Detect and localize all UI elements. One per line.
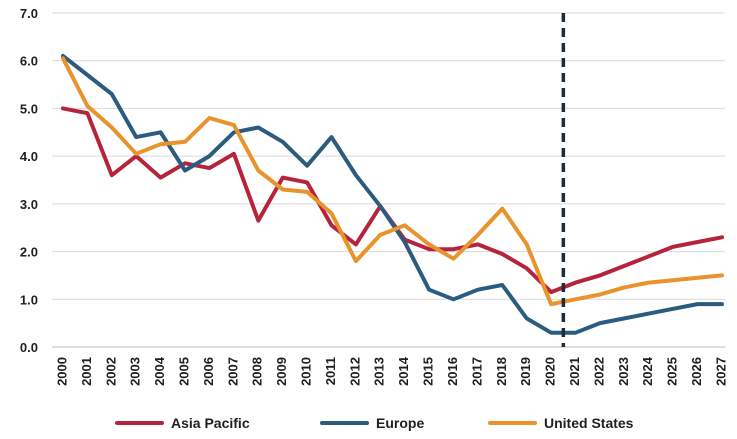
x-tick-label: 2022	[591, 357, 606, 386]
y-tick-label: 5.0	[20, 101, 38, 116]
x-tick-label: 2027	[713, 357, 728, 386]
x-tick-label: 2006	[201, 357, 216, 386]
x-tick-label: 2011	[323, 357, 338, 385]
x-tick-label: 2018	[494, 357, 509, 386]
y-tick-label: 4.0	[20, 149, 38, 164]
x-tick-label: 2023	[616, 357, 631, 386]
x-tick-label: 2015	[421, 357, 436, 386]
x-tick-label: 2020	[543, 357, 558, 386]
y-tick-label: 2.0	[20, 245, 38, 260]
series-lines	[61, 53, 724, 335]
series-line-europe	[61, 53, 724, 335]
x-tick-label: 2016	[445, 357, 460, 386]
x-tick-label: 2007	[225, 357, 240, 386]
legend-label-asia-pacific: Asia Pacific	[171, 415, 250, 431]
x-tick-label: 2004	[152, 356, 167, 386]
x-tick-label: 2026	[689, 357, 704, 386]
x-tick-label: 2005	[176, 357, 191, 386]
x-tick-label: 2012	[347, 357, 362, 386]
x-tick-label: 2002	[103, 357, 118, 386]
legend: Asia Pacific Europe United States	[115, 415, 634, 431]
x-tick-label: 2014	[396, 356, 411, 386]
x-tick-label: 2025	[665, 357, 680, 386]
x-tick-label: 2017	[469, 357, 484, 386]
x-tick-label: 2019	[518, 357, 533, 386]
y-tick-label: 0.0	[20, 340, 38, 355]
x-tick-label: 2000	[54, 357, 69, 386]
series-line-united-states	[61, 56, 724, 307]
legend-label-europe: Europe	[376, 415, 424, 431]
x-tick-label: 2009	[274, 357, 289, 386]
x-tick-label: 2003	[128, 357, 143, 386]
x-tick-label: 2024	[640, 356, 655, 386]
y-tick-label: 6.0	[20, 54, 38, 69]
x-tick-label: 2010	[299, 357, 314, 386]
y-tick-label: 7.0	[20, 6, 38, 21]
y-tick-label: 1.0	[20, 292, 38, 307]
y-axis-ticks: 0.0 1.0 2.0 3.0 4.0 5.0 6.0 7.0	[20, 6, 38, 355]
legend-label-united-states: United States	[544, 415, 634, 431]
y-tick-label: 3.0	[20, 197, 38, 212]
gridlines	[52, 12, 725, 300]
x-tick-label: 2021	[567, 357, 582, 386]
x-tick-label: 2001	[79, 357, 94, 386]
x-axis-ticks: 2000 2001 2002 2003 2004 2005 2006 2007 2008 2009…	[54, 356, 728, 386]
x-tick-label: 2008	[250, 357, 265, 386]
x-tick-label: 2013	[372, 357, 387, 386]
